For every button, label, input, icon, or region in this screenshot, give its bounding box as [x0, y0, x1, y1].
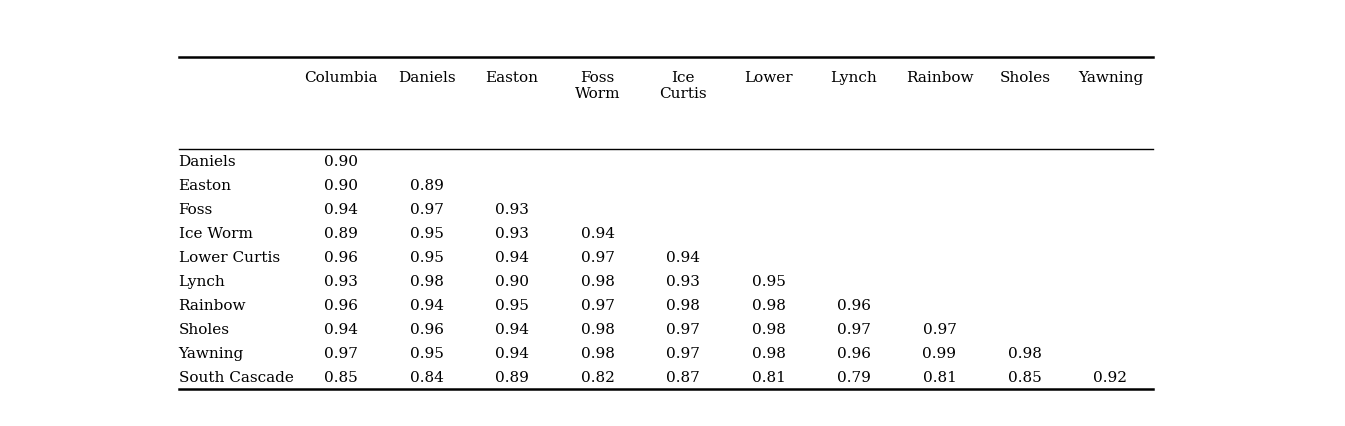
Text: 0.93: 0.93: [495, 202, 529, 216]
Text: 0.93: 0.93: [666, 274, 699, 288]
Text: 0.94: 0.94: [324, 202, 358, 216]
Text: Ice Worm: Ice Worm: [179, 226, 253, 240]
Text: 0.92: 0.92: [1093, 370, 1127, 384]
Text: 0.96: 0.96: [410, 322, 444, 336]
Text: Foss
Worm: Foss Worm: [574, 71, 620, 101]
Text: 0.98: 0.98: [581, 274, 615, 288]
Text: 0.95: 0.95: [495, 298, 529, 312]
Text: Daniels: Daniels: [179, 155, 237, 168]
Text: Lower Curtis: Lower Curtis: [179, 250, 280, 264]
Text: 0.97: 0.97: [666, 322, 699, 336]
Text: Easton: Easton: [179, 178, 231, 193]
Text: 0.98: 0.98: [581, 322, 615, 336]
Text: 0.97: 0.97: [410, 202, 444, 216]
Text: 0.97: 0.97: [666, 346, 699, 360]
Text: Ice
Curtis: Ice Curtis: [659, 71, 707, 101]
Text: 0.98: 0.98: [752, 322, 785, 336]
Text: 0.98: 0.98: [752, 298, 785, 312]
Text: 0.93: 0.93: [495, 226, 529, 240]
Text: 0.85: 0.85: [324, 370, 358, 384]
Text: Daniels: Daniels: [398, 71, 456, 85]
Text: 0.95: 0.95: [410, 226, 444, 240]
Text: 0.94: 0.94: [581, 226, 615, 240]
Text: 0.96: 0.96: [324, 250, 358, 264]
Text: 0.94: 0.94: [495, 346, 529, 360]
Text: Yawning: Yawning: [179, 346, 243, 360]
Text: 0.98: 0.98: [666, 298, 699, 312]
Text: Sholes: Sholes: [999, 71, 1050, 85]
Text: 0.90: 0.90: [324, 178, 358, 193]
Text: 0.90: 0.90: [324, 155, 358, 168]
Text: 0.98: 0.98: [410, 274, 444, 288]
Text: 0.85: 0.85: [1009, 370, 1042, 384]
Text: Lynch: Lynch: [179, 274, 226, 288]
Text: 0.82: 0.82: [581, 370, 615, 384]
Text: Rainbow: Rainbow: [905, 71, 974, 85]
Text: 0.89: 0.89: [324, 226, 358, 240]
Text: 0.94: 0.94: [666, 250, 699, 264]
Text: 0.98: 0.98: [752, 346, 785, 360]
Text: 0.99: 0.99: [923, 346, 956, 360]
Text: 0.81: 0.81: [923, 370, 956, 384]
Text: Lynch: Lynch: [831, 71, 877, 85]
Text: 0.97: 0.97: [581, 250, 615, 264]
Text: Sholes: Sholes: [179, 322, 230, 336]
Text: Foss: Foss: [179, 202, 213, 216]
Text: Easton: Easton: [486, 71, 538, 85]
Text: Yawning: Yawning: [1077, 71, 1143, 85]
Text: South Cascade: South Cascade: [179, 370, 293, 384]
Text: 0.97: 0.97: [923, 322, 956, 336]
Text: 0.94: 0.94: [324, 322, 358, 336]
Text: 0.81: 0.81: [752, 370, 785, 384]
Text: 0.79: 0.79: [837, 370, 872, 384]
Text: 0.89: 0.89: [495, 370, 529, 384]
Text: 0.95: 0.95: [752, 274, 785, 288]
Text: 0.94: 0.94: [495, 250, 529, 264]
Text: 0.90: 0.90: [495, 274, 529, 288]
Text: 0.93: 0.93: [324, 274, 358, 288]
Text: 0.95: 0.95: [410, 346, 444, 360]
Text: 0.96: 0.96: [837, 298, 872, 312]
Text: 0.95: 0.95: [410, 250, 444, 264]
Text: Rainbow: Rainbow: [179, 298, 246, 312]
Text: Lower: Lower: [744, 71, 792, 85]
Text: 0.96: 0.96: [837, 346, 872, 360]
Text: 0.98: 0.98: [581, 346, 615, 360]
Text: 0.87: 0.87: [666, 370, 699, 384]
Text: 0.97: 0.97: [581, 298, 615, 312]
Text: 0.94: 0.94: [495, 322, 529, 336]
Text: 0.98: 0.98: [1007, 346, 1042, 360]
Text: 0.96: 0.96: [324, 298, 358, 312]
Text: 0.94: 0.94: [410, 298, 444, 312]
Text: 0.97: 0.97: [324, 346, 358, 360]
Text: Columbia: Columbia: [304, 71, 378, 85]
Text: 0.97: 0.97: [837, 322, 872, 336]
Text: 0.89: 0.89: [410, 178, 444, 193]
Text: 0.84: 0.84: [410, 370, 444, 384]
